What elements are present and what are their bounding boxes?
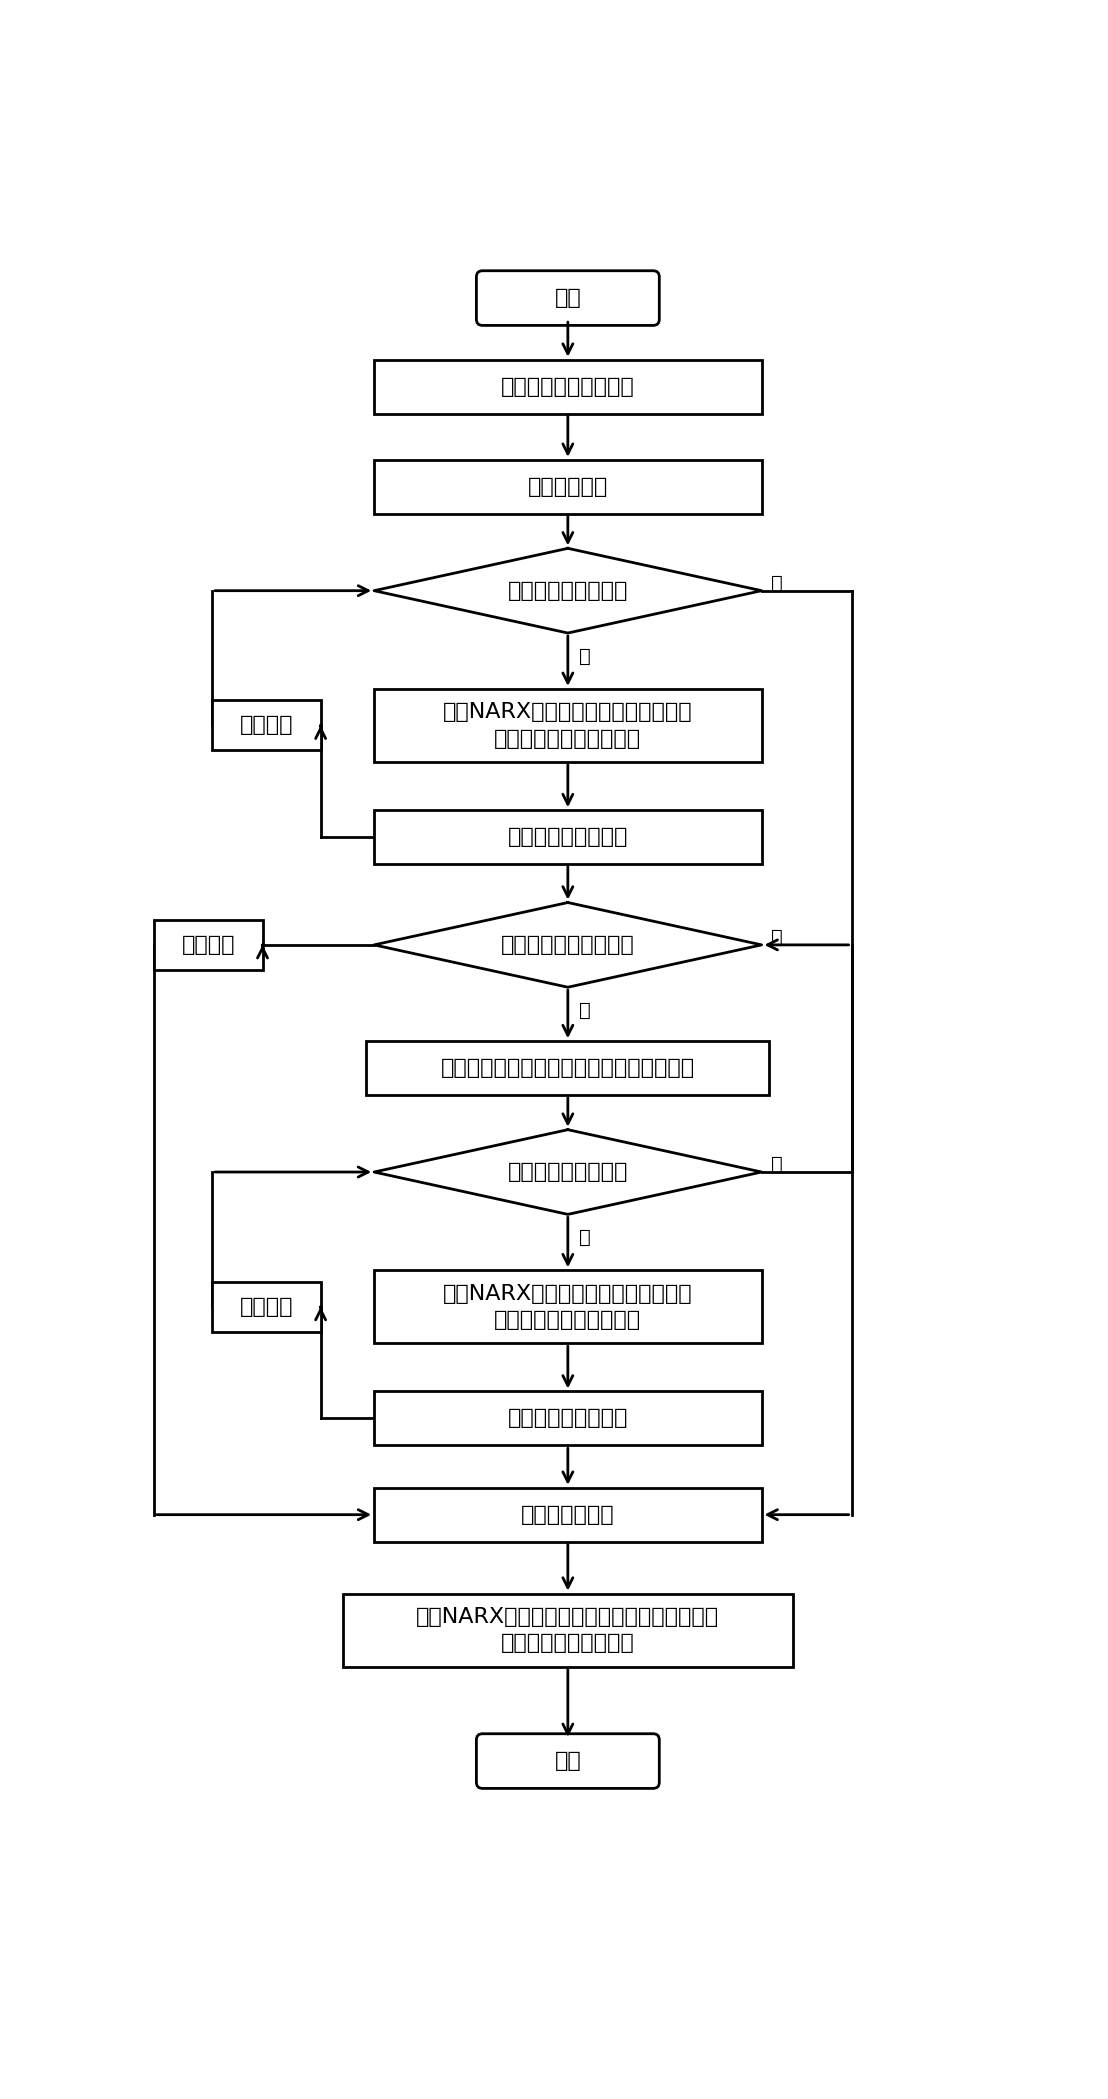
Bar — [375, 688, 761, 762]
Text: 下个个体: 下个个体 — [239, 1297, 294, 1316]
Text: 是否达到最大个体数: 是否达到最大个体数 — [507, 581, 628, 600]
Bar — [375, 1392, 761, 1446]
Text: 设置NARX神经网络输入延迟，反馈延
迟，隐层神经元数并运行: 设置NARX神经网络输入延迟，反馈延 迟，隐层神经元数并运行 — [443, 703, 692, 749]
Text: 是: 是 — [771, 573, 782, 592]
Text: 开始: 开始 — [554, 288, 582, 309]
Text: 计算个体的均方误差: 计算个体的均方误差 — [507, 1408, 628, 1429]
Text: 将子代插入种群: 将子代插入种群 — [521, 1505, 615, 1524]
FancyBboxPatch shape — [476, 271, 659, 325]
Text: 否: 否 — [579, 1001, 592, 1020]
Polygon shape — [375, 903, 761, 987]
Text: 设置NARX神经网络输入延迟，反馈延迟，隐层
神经元数最优解并运行: 设置NARX神经网络输入延迟，反馈延迟，隐层 神经元数最优解并运行 — [417, 1608, 719, 1654]
Bar — [375, 810, 761, 865]
Text: 结束: 结束 — [554, 1751, 582, 1772]
Text: 设置初始遗传算法参数: 设置初始遗传算法参数 — [501, 376, 635, 397]
Bar — [212, 1282, 320, 1331]
Text: 产生初代种群: 产生初代种群 — [527, 476, 608, 497]
Bar — [367, 1041, 769, 1096]
Text: 是: 是 — [771, 1154, 782, 1173]
Text: 下次迭代: 下次迭代 — [182, 934, 235, 955]
Polygon shape — [375, 1129, 761, 1215]
Bar — [375, 1270, 761, 1343]
Text: 是否达到最大个体数: 是否达到最大个体数 — [507, 1163, 628, 1182]
Text: 下个个体: 下个个体 — [239, 716, 294, 735]
Text: 进行选择，交叉，变异操作，产生子代种群: 进行选择，交叉，变异操作，产生子代种群 — [441, 1058, 695, 1079]
Text: 设置NARX神经网络输入延迟，反馈延
迟，隐层神经元数并运行: 设置NARX神经网络输入延迟，反馈延 迟，隐层神经元数并运行 — [443, 1285, 692, 1331]
Bar — [154, 919, 263, 970]
Text: 否: 否 — [579, 646, 592, 665]
Text: 否: 否 — [579, 1228, 592, 1247]
FancyBboxPatch shape — [476, 1734, 659, 1788]
Text: 是: 是 — [771, 928, 782, 947]
Bar — [375, 359, 761, 414]
Text: 是否达到最大迭代次数: 是否达到最大迭代次数 — [501, 934, 635, 955]
Bar — [375, 460, 761, 514]
Bar — [343, 1593, 792, 1667]
Bar — [212, 701, 320, 751]
Text: 计算个体的均方误差: 计算个体的均方误差 — [507, 827, 628, 848]
Polygon shape — [375, 548, 761, 634]
Bar — [375, 1488, 761, 1541]
